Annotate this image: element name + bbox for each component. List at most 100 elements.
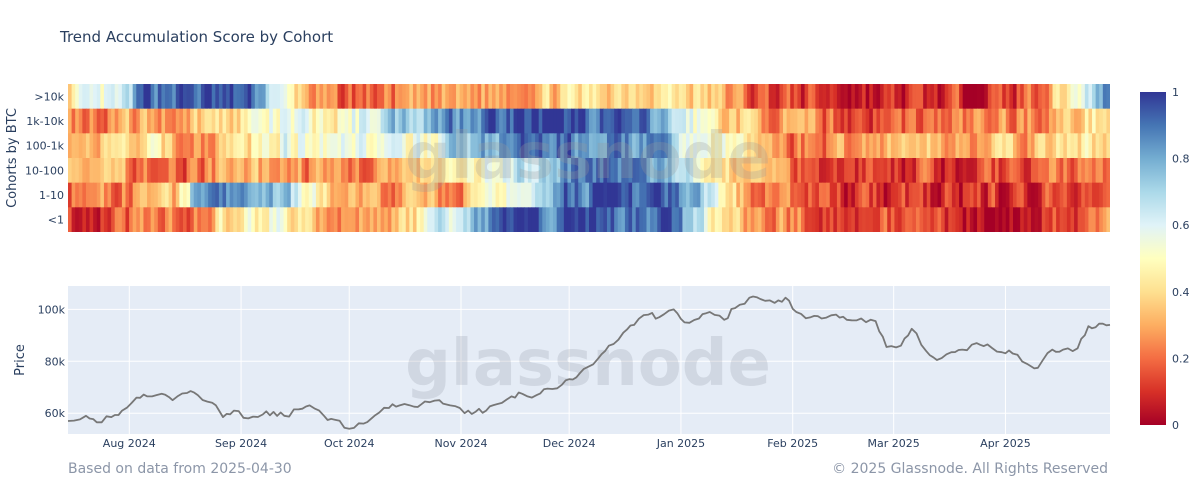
heatmap-cell [85, 108, 91, 134]
heatmap-cell [847, 108, 852, 134]
heatmap-cell [700, 182, 705, 208]
heatmap-cell [78, 182, 83, 208]
heatmap-cell [107, 133, 112, 159]
heatmap-cell [589, 182, 594, 208]
heatmap-cell [118, 133, 123, 159]
heatmap-cell [610, 133, 615, 159]
heatmap-cell [513, 158, 518, 184]
heatmap-cell [93, 158, 98, 184]
heatmap-cell [143, 84, 148, 110]
heatmap-cell [664, 158, 669, 184]
heatmap-cell [423, 207, 428, 232]
heatmap-cell [222, 207, 227, 232]
heatmap-cell [531, 207, 536, 232]
heatmap-cell [517, 207, 522, 232]
heatmap-cell [190, 84, 195, 110]
heatmap-cell [157, 207, 163, 232]
heatmap-cell [693, 108, 698, 134]
heatmap-cell [660, 158, 666, 184]
heatmap-cell [430, 133, 436, 159]
heatmap-cell [703, 182, 709, 208]
heatmap-cell [757, 207, 763, 232]
heatmap-cell [405, 207, 410, 232]
heatmap-cell [761, 133, 766, 159]
heatmap-cell [75, 207, 80, 232]
heatmap-cell [725, 207, 730, 232]
heatmap-cell [175, 207, 180, 232]
heatmap-cell [481, 182, 486, 208]
heatmap-cell [531, 158, 536, 184]
heatmap-cell [869, 133, 874, 159]
heatmap-cell [851, 133, 856, 159]
heatmap-cell [657, 158, 662, 184]
heatmap-cell [412, 133, 418, 159]
heatmap-cell [977, 182, 982, 208]
heatmap-cell [919, 158, 924, 184]
heatmap-cell [509, 207, 515, 232]
heatmap-cell [912, 158, 917, 184]
heatmap-cell [68, 182, 73, 208]
heatmap-cell [865, 207, 870, 232]
heatmap-cell [344, 182, 349, 208]
heatmap-cell [614, 182, 619, 208]
heatmap-cell [1059, 133, 1064, 159]
heatmap-cell [844, 133, 849, 159]
heatmap-cell [660, 182, 666, 208]
heatmap-cell [344, 84, 349, 110]
heatmap-cell [833, 158, 838, 184]
heatmap-cell [689, 182, 694, 208]
heatmap-cell [1095, 158, 1100, 184]
heatmap-cell [869, 108, 874, 134]
heatmap-cell [696, 207, 701, 232]
heatmap-cell [732, 84, 737, 110]
heatmap-cell [941, 158, 946, 184]
heatmap-cell [495, 158, 500, 184]
heatmap-cell [297, 108, 303, 134]
heatmap-cell [937, 108, 942, 134]
heatmap-cell [125, 182, 130, 208]
heatmap-cell [377, 108, 382, 134]
heatmap-cell [520, 158, 525, 184]
heatmap-cell [1045, 84, 1050, 110]
heatmap-cell [747, 84, 752, 110]
heatmap-cell [894, 108, 899, 134]
heatmap-cell [646, 84, 651, 110]
heatmap-cell [377, 182, 382, 208]
heatmap-cell [330, 207, 335, 232]
heatmap-cell [308, 207, 313, 232]
heatmap-cell [578, 182, 583, 208]
heatmap-cell [208, 133, 213, 159]
heatmap-cell [1102, 207, 1108, 232]
heatmap-cell [456, 84, 461, 110]
heatmap-cell [973, 158, 978, 184]
heatmap-cell [190, 182, 195, 208]
heatmap-cell [1092, 158, 1097, 184]
heatmap-cell [1066, 84, 1072, 110]
heatmap-cell [470, 84, 475, 110]
heatmap-cell [553, 182, 558, 208]
heatmap-cell [416, 84, 421, 110]
heatmap-cell [359, 182, 364, 208]
heatmap-cell [639, 84, 644, 110]
heatmap-cell [125, 108, 130, 134]
heatmap-cell [136, 182, 141, 208]
heatmap-cell [445, 182, 450, 208]
heatmap-cell [919, 182, 924, 208]
heatmap-cell [165, 158, 170, 184]
heatmap-cell [1009, 133, 1014, 159]
heatmap-cell [377, 158, 382, 184]
heatmap-cell [1081, 158, 1086, 184]
heatmap-cell [535, 108, 540, 134]
heatmap-cell [208, 207, 213, 232]
heatmap-cell [402, 207, 407, 232]
heatmap-cell [646, 182, 651, 208]
heatmap-cell [930, 84, 935, 110]
heatmap-cell [143, 182, 148, 208]
heatmap-cell [272, 108, 277, 134]
heatmap-cell [635, 133, 640, 159]
heatmap-cell [315, 182, 321, 208]
heatmap-cell [779, 84, 784, 110]
heatmap-cell [402, 133, 407, 159]
heatmap-cell [768, 108, 773, 134]
heatmap-cell [527, 133, 533, 159]
